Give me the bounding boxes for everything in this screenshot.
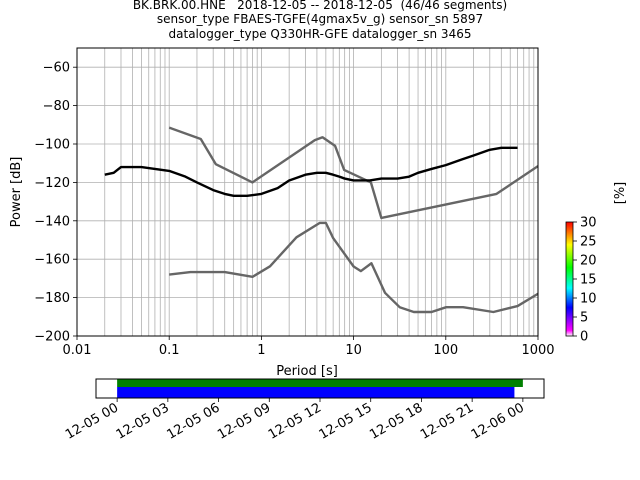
y-tick-label: −100	[34, 138, 70, 153]
title-line-3: datalogger_type Q330HR-GFE datalogger_sn…	[168, 27, 472, 41]
colorbar	[565, 221, 574, 337]
colorbar-tick-label: 0	[580, 330, 588, 345]
y-tick-label: −180	[34, 291, 70, 306]
availability-tick-label: 12-05 18	[367, 400, 425, 442]
x-tick-label: 0.01	[63, 343, 92, 358]
y-axis-label: Power [dB]	[9, 157, 24, 228]
availability-tick-label: 12-05 12	[266, 400, 324, 442]
availability-tick-label: 12-06 00	[469, 400, 527, 442]
availability-bar-blue	[117, 387, 515, 398]
colorbar-tick-label: 30	[580, 216, 597, 231]
noise-model-high-line	[168, 126, 538, 220]
availability-bar-green	[117, 379, 523, 387]
lines	[104, 126, 538, 314]
availability-tick-label: 12-05 03	[114, 400, 172, 442]
axes: 0.01 0.1 1 10 100 1000 −200 −180 −160 −140 −120 −10…	[34, 61, 554, 358]
title-line-1: BK.BRK.00.HNE 2018-12-05 -- 2018-12-05 (…	[132, 0, 508, 12]
availability-tick-label: 12-05 06	[164, 400, 222, 442]
y-tick-label: −60	[43, 61, 70, 76]
availability-tick-label: 12-05 00	[63, 400, 121, 442]
availability-tick-label: 12-05 15	[317, 400, 375, 442]
x-tick-label: 1000	[521, 343, 554, 358]
colorbar-tick-label: 15	[580, 273, 597, 288]
y-tick-label: −80	[43, 99, 70, 114]
plot-frame	[76, 47, 539, 337]
x-tick-label: 1	[257, 343, 265, 358]
x-tick-label: 0.1	[159, 343, 180, 358]
grid	[76, 48, 538, 337]
noise-model-low-line	[169, 221, 538, 314]
x-axis-label: Period [s]	[276, 364, 338, 379]
title-line-2: sensor_type FBAES-TGFE(4gmax5v_g) sensor…	[156, 12, 484, 26]
x-tick-label: 100	[433, 343, 458, 358]
colorbar-tick-label: 10	[580, 292, 597, 307]
availability-tick-label: 12-05 21	[418, 400, 476, 442]
colorbar-tick-label: 5	[580, 311, 588, 326]
y-tick-label: −140	[34, 214, 70, 229]
colorbar-tick-label: 25	[580, 235, 597, 250]
y-tick-label: −120	[34, 176, 70, 191]
colorbar-label: [%]	[613, 182, 628, 205]
y-tick-label: −200	[34, 330, 70, 345]
availability-bars	[117, 379, 523, 398]
mode-line	[104, 146, 518, 198]
colorbar-ticks: 0 5 10 15 20 25 30	[573, 216, 597, 345]
availability-tick-label: 12-05 09	[215, 400, 273, 442]
x-tick-label: 10	[345, 343, 362, 358]
y-tick-label: −160	[34, 253, 70, 268]
colorbar-tick-label: 20	[580, 254, 597, 269]
